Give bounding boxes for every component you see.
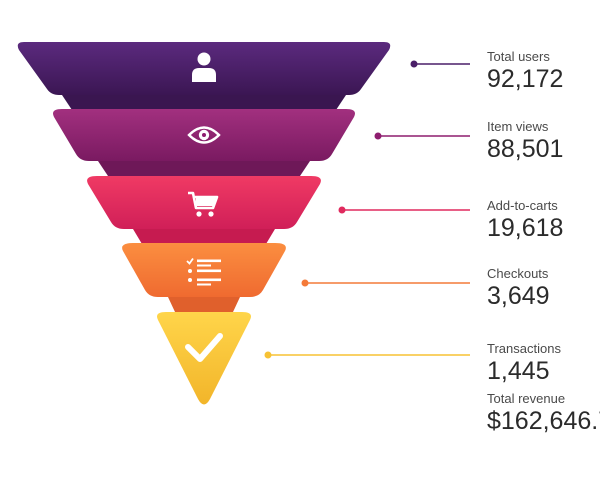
leader-line-2 — [374, 132, 470, 140]
stat-item-views: Item views 88,501 — [487, 119, 563, 163]
funnel-connector-1 — [62, 95, 346, 110]
stat-total-revenue: Total revenue $162,646.7 — [487, 391, 600, 435]
stat-transactions: Transactions 1,445 — [487, 341, 561, 385]
funnel-connector-2 — [98, 161, 310, 176]
stat-checkouts: Checkouts 3,649 — [487, 266, 550, 310]
stat-label: Add-to-carts — [487, 198, 558, 213]
stat-label: Total revenue — [487, 391, 566, 406]
checklist-icon — [186, 257, 221, 286]
stat-value: $162,646.7 — [487, 407, 600, 435]
stat-label: Transactions — [487, 341, 561, 356]
cart-icon — [188, 191, 219, 217]
funnel-connector-3 — [133, 229, 275, 244]
stat-label: Total users — [487, 49, 550, 64]
check-icon — [185, 333, 223, 362]
stat-value: 1,445 — [487, 357, 550, 385]
leader-line-3 — [338, 206, 470, 214]
stat-value: 88,501 — [487, 135, 564, 163]
user-icon — [192, 52, 216, 82]
stat-add-to-carts: Add-to-carts 19,618 — [487, 198, 563, 242]
stat-value: 92,172 — [487, 65, 564, 93]
leader-line-5 — [264, 351, 470, 359]
stat-total-users: Total users 92,172 — [487, 49, 563, 93]
funnel-connector-4 — [168, 297, 240, 312]
eye-icon — [187, 126, 221, 144]
leader-line-1 — [410, 60, 470, 68]
stat-value: 19,618 — [487, 214, 564, 242]
stat-value: 3,649 — [487, 282, 550, 310]
leader-line-4 — [301, 279, 470, 287]
stat-label: Item views — [487, 119, 549, 134]
stat-label: Checkouts — [487, 266, 549, 281]
